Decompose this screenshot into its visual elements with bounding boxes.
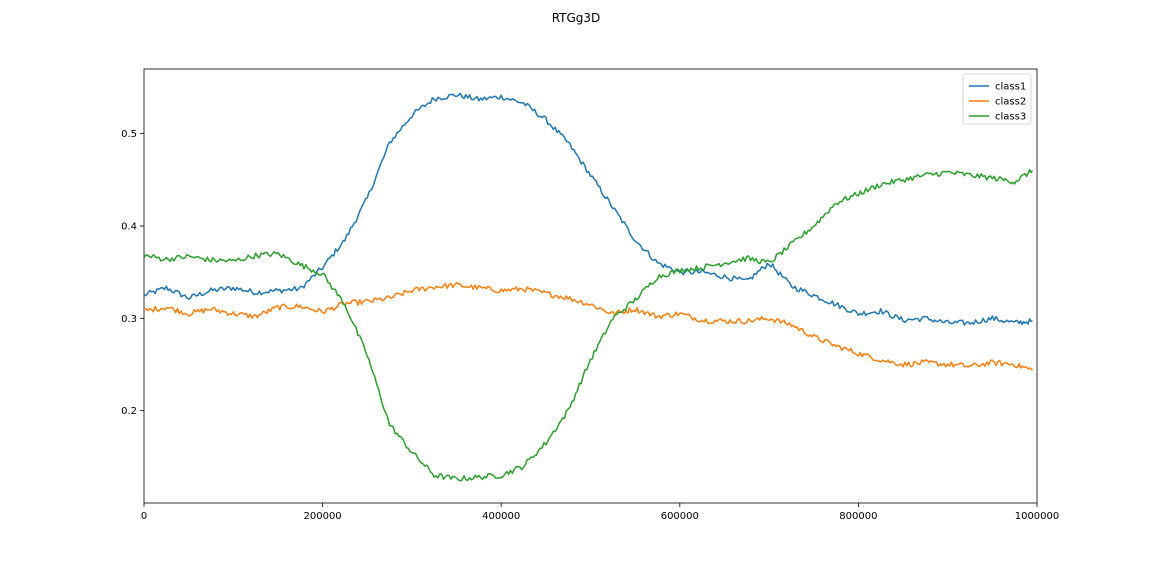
series-line-class2 — [143, 281, 1033, 371]
x-tick-label: 400000 — [482, 511, 520, 522]
plot-frame — [143, 68, 1038, 504]
legend-label-class2: class2 — [995, 97, 1026, 108]
legend-label-class1: class1 — [995, 82, 1026, 93]
x-tick-label: 200000 — [304, 511, 342, 522]
y-tick-label: 0.5 — [121, 129, 137, 140]
y-tick-label: 0.2 — [121, 406, 137, 417]
y-tick-label: 0.4 — [121, 221, 137, 232]
y-axis: 0.2 0.3 0.4 0.5 — [121, 129, 144, 417]
series-layer — [143, 92, 1034, 482]
x-tick-label: 0 — [141, 511, 147, 522]
y-tick-label: 0.3 — [121, 314, 137, 325]
series-line-class1 — [143, 92, 1033, 326]
x-axis: 0 200000 400000 600000 800000 1000000 — [141, 503, 1059, 522]
legend-label-class3: class3 — [995, 112, 1026, 123]
x-tick-label: 800000 — [839, 511, 877, 522]
x-tick-label: 1000000 — [1015, 511, 1060, 522]
chart-title: RTGg3D — [552, 11, 601, 25]
series-line-class3 — [143, 168, 1034, 482]
x-tick-label: 600000 — [661, 511, 699, 522]
legend: class1 class2 class3 — [962, 73, 1032, 125]
